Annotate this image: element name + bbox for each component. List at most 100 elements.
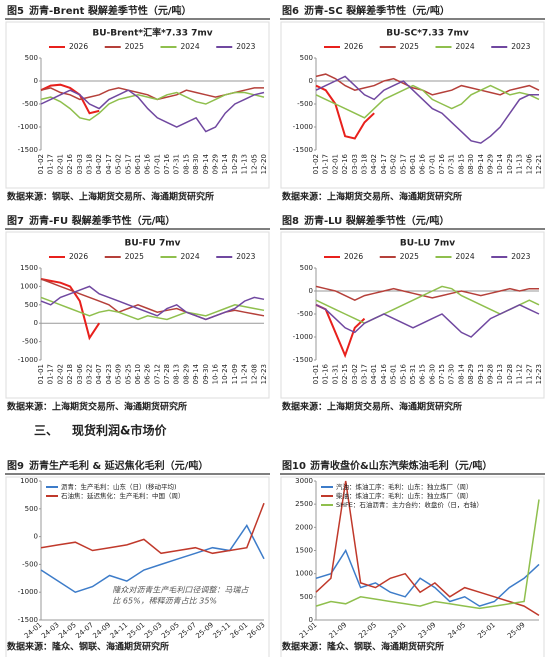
legend-label: 2024 [456, 42, 475, 51]
legend-label: 石油焦：延迟焦化：生产毛利：中国（周） [61, 491, 185, 500]
legend-label: 柴油：炼油工序：毛利：山东：独立炼厂（周） [336, 491, 473, 500]
x-tick-label: 25-09 [194, 621, 215, 640]
x-tick-label: 08-30 [192, 154, 200, 174]
x-tick-label: 10-24 [221, 363, 229, 384]
x-tick-label: 04-16 [380, 363, 388, 384]
legend-label: 2023 [511, 42, 530, 51]
x-tick-label: 01-02 [37, 154, 45, 174]
x-tick-label: 02-16 [341, 153, 349, 174]
x-tick-label: 07-16 [163, 153, 171, 174]
x-tick-label: 12-23 [535, 364, 543, 384]
x-tick-label: 09-14 [477, 153, 485, 174]
y-tick-label: 500 [25, 54, 38, 62]
figure-title: 沥青-LU 裂解差季节性（元/吨） [304, 214, 449, 227]
series-line [40, 89, 265, 133]
x-tick-label: 24-07 [74, 621, 95, 640]
series-line [40, 524, 265, 594]
y-tick-label: 0 [34, 77, 38, 85]
x-tick-label: 01-16 [322, 363, 330, 384]
x-tick-label: 01-01 [37, 364, 45, 384]
x-tick-label: 12-05 [250, 154, 258, 174]
figure-label: 图10 [282, 460, 306, 472]
section-title: 现货利润&市场价 [72, 423, 167, 438]
x-tick-label: 07-12 [153, 364, 161, 384]
y-tick-label: 500 [25, 301, 38, 309]
x-tick-label: 08-15 [182, 154, 190, 174]
x-tick-label: 26-03 [246, 621, 267, 640]
figure-label: 图8 [282, 215, 299, 227]
x-tick-label: 24-05 [57, 621, 78, 640]
x-tick-label: 23-01 [387, 621, 408, 640]
annotation: 比 65%，稀释沥青占比 35% [112, 597, 217, 606]
x-tick-label: 04-01 [370, 364, 378, 384]
y-tick-label: -1000 [18, 123, 38, 131]
x-tick-label: 03-17 [360, 364, 368, 384]
x-tick-label: 25-01 [476, 621, 497, 640]
y-tick-label: 500 [300, 54, 313, 62]
y-tick-label: 500 [25, 505, 38, 513]
y-tick-label: -1000 [18, 356, 38, 364]
x-tick-label: 05-02 [115, 154, 123, 174]
x-tick-label: 12-23 [260, 364, 268, 384]
series-line [40, 285, 265, 321]
legend-label: 2026 [69, 252, 88, 261]
y-tick-label: 0 [34, 533, 38, 541]
x-tick-label: 11-24 [241, 363, 249, 384]
y-tick-label: -1000 [293, 123, 313, 131]
x-tick-label: 11-09 [231, 364, 239, 384]
x-tick-label: 12-08 [250, 364, 258, 384]
x-tick-label: 07-16 [438, 153, 446, 174]
section-number: 三、 [34, 424, 58, 438]
x-tick-label: 08-30 [467, 154, 475, 174]
y-tick-label: 500 [300, 593, 313, 601]
x-tick-label: 11-13 [241, 154, 249, 174]
x-tick-label: 24-11 [109, 621, 130, 640]
legend-label: 2024 [181, 42, 200, 51]
legend-label: 2025 [400, 42, 419, 51]
chart-frame [5, 21, 270, 189]
x-tick-label: 02-01 [56, 154, 64, 174]
x-tick-label: 08-29 [182, 364, 190, 384]
y-tick-label: 1500 [295, 547, 313, 555]
x-tick-label: 02-01 [331, 154, 339, 174]
figure-title: 沥青-FU 裂解差季节性（元/吨） [29, 214, 175, 227]
x-tick-label: 22-05 [357, 621, 378, 640]
x-tick-label: 01-31 [331, 364, 339, 384]
x-tick-label: 02-16 [66, 153, 74, 174]
chart-frame [280, 476, 545, 657]
x-tick-label: 11-27 [525, 364, 533, 384]
series-line [40, 83, 100, 115]
x-tick-label: 07-28 [163, 364, 171, 384]
source-note: 数据来源：上海期货交易所、海通期货研究所 [7, 401, 187, 413]
x-tick-label: 21-09 [328, 621, 349, 640]
x-tick-label: 24-03 [40, 621, 61, 640]
figure-title: 沥青收盘价&山东汽柴炼油毛利（元/吨） [310, 459, 492, 472]
x-tick-label: 04-07 [95, 364, 103, 384]
x-tick-label: 09-29 [487, 154, 495, 174]
x-tick-label: 07-30 [448, 364, 456, 384]
chart-title: BU-Brent*汇率*7.33 7mv [92, 27, 212, 39]
y-tick-label: -1500 [293, 356, 313, 364]
x-tick-label: 04-17 [105, 154, 113, 174]
x-tick-label: 07-01 [153, 154, 161, 174]
legend-label: 2023 [236, 252, 255, 261]
y-tick-label: -500 [22, 338, 38, 346]
series-line [40, 502, 265, 555]
x-tick-label: 10-28 [506, 364, 514, 384]
source-note: 数据来源：钢联、上海期货交易所、海通期货研究所 [7, 191, 214, 203]
x-tick-label: 10-14 [496, 153, 504, 174]
x-tick-label: 26-01 [229, 621, 250, 640]
y-tick-label: -1000 [18, 588, 38, 596]
x-tick-label: 10-13 [496, 364, 504, 384]
series-line [40, 91, 265, 121]
x-tick-label: 05-17 [124, 154, 132, 174]
series-line [315, 548, 540, 607]
x-tick-label: 03-22 [85, 364, 93, 384]
x-tick-label: 03-03 [76, 154, 84, 174]
x-tick-label: 05-25 [124, 364, 132, 384]
y-tick-label: 2500 [295, 500, 313, 508]
y-tick-label: -1500 [293, 146, 313, 154]
chart-title: BU-FU 7mv [125, 239, 181, 249]
y-tick-label: 1000 [20, 477, 38, 485]
